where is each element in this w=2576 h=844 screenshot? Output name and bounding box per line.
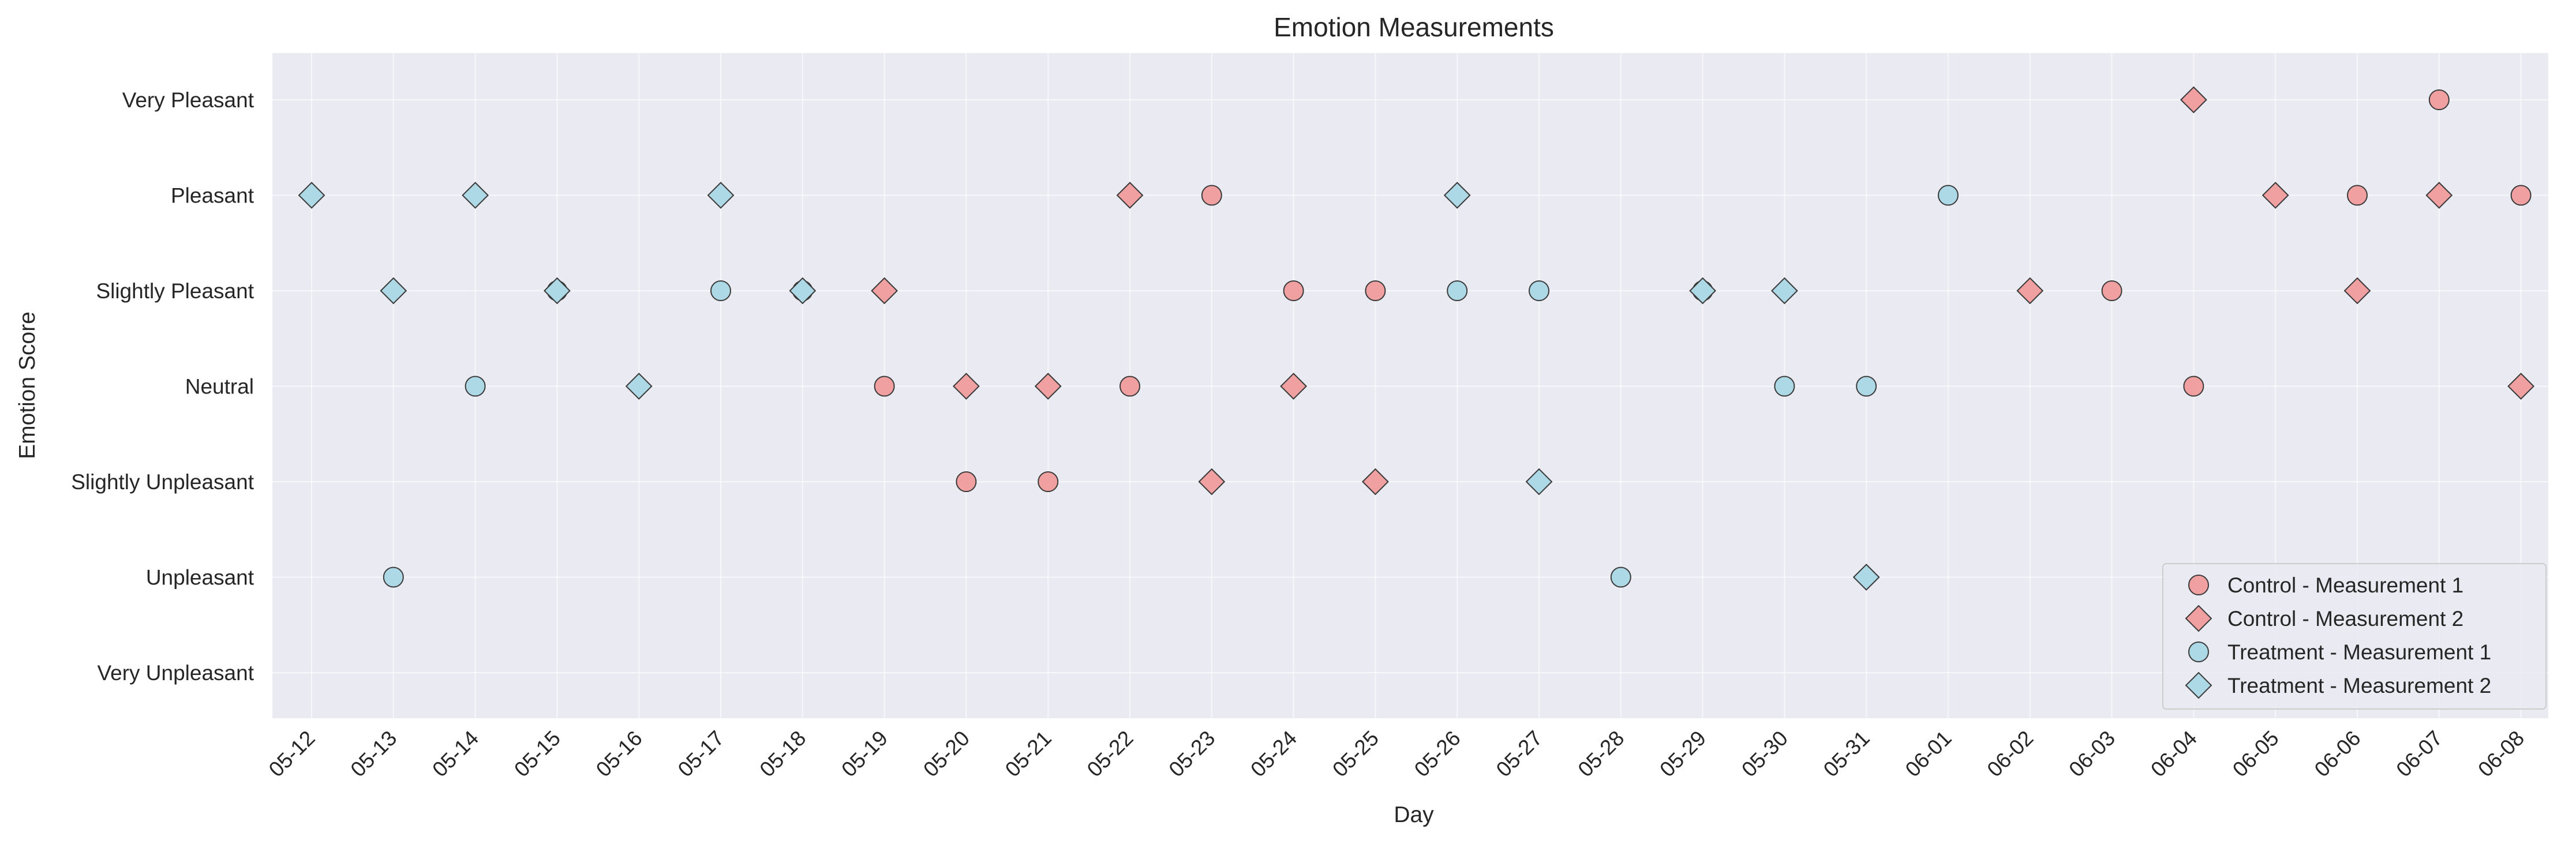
data-point	[1034, 373, 1062, 400]
x-tick-label: 05-18	[755, 726, 811, 782]
y-tick-labels: Very Unpleasant Unpleasant Slightly Unplea…	[71, 88, 254, 685]
data-point	[1116, 182, 1144, 209]
x-tick-label: 06-07	[2392, 726, 2447, 782]
y-tick-label: Slightly Pleasant	[96, 279, 254, 303]
data-point	[1201, 185, 1222, 206]
data-point	[1038, 471, 1059, 492]
x-tick-label: 05-20	[919, 726, 974, 782]
data-points	[298, 86, 2535, 591]
x-tick-label: 05-27	[1492, 726, 1547, 782]
x-tick-label: 05-22	[1083, 726, 1138, 782]
data-point	[1852, 564, 1880, 591]
x-tick-label: 05-15	[510, 726, 565, 782]
data-point	[710, 280, 731, 301]
legend-label: Treatment - Measurement 2	[2227, 674, 2491, 697]
data-point	[1774, 376, 1795, 397]
data-point	[1361, 468, 1389, 496]
data-point	[789, 277, 817, 305]
data-point	[625, 373, 653, 400]
data-point	[2510, 185, 2532, 206]
y-tick-label: Slightly Unpleasant	[71, 470, 254, 494]
legend-label: Control - Measurement 2	[2227, 607, 2463, 631]
data-point	[2343, 277, 2371, 305]
data-point	[462, 182, 489, 209]
y-tick-label: Pleasant	[171, 184, 254, 208]
x-tick-label: 05-19	[837, 726, 892, 782]
data-point	[1529, 280, 1549, 301]
data-point	[952, 373, 980, 400]
chart-title: Emotion Measurements	[1274, 12, 1554, 42]
legend-marker	[2188, 575, 2209, 595]
x-axis-label: Day	[1394, 802, 1434, 827]
data-point	[2016, 277, 2044, 305]
x-tick-label: 05-30	[1737, 726, 1792, 782]
data-point	[543, 277, 571, 305]
x-tick-label: 05-13	[346, 726, 402, 782]
x-tick-label: 06-05	[2228, 726, 2283, 782]
x-tick-label: 06-01	[1901, 726, 1956, 782]
x-tick-label: 05-23	[1165, 726, 1220, 782]
x-tick-label: 05-14	[428, 726, 483, 782]
data-point	[1283, 280, 1304, 301]
legend-label: Treatment - Measurement 1	[2227, 640, 2491, 664]
y-tick-label: Unpleasant	[146, 566, 254, 590]
data-point	[383, 567, 404, 588]
data-point	[2425, 182, 2453, 209]
data-point	[1365, 280, 1386, 301]
x-tick-label: 06-06	[2310, 726, 2365, 782]
legend-marker	[2185, 605, 2212, 632]
data-point	[2101, 280, 2122, 301]
data-point	[1610, 567, 1631, 588]
x-tick-label: 06-04	[2146, 726, 2201, 782]
y-tick-label: Very Unpleasant	[97, 661, 254, 685]
data-point	[956, 471, 977, 492]
data-point	[2183, 376, 2204, 397]
x-tick-labels: 05-12 05-13 05-14 05-15 05-16 05-17 05-18 05-19…	[264, 726, 2529, 782]
data-point	[380, 277, 407, 305]
y-tick-label: Neutral	[185, 375, 254, 399]
data-point	[2507, 373, 2535, 400]
legend-marker	[2185, 672, 2212, 699]
x-tick-label: 06-02	[1983, 726, 2038, 782]
data-point	[465, 376, 486, 397]
data-point	[2262, 182, 2289, 209]
data-point	[2180, 86, 2207, 114]
x-tick-label: 05-12	[264, 726, 320, 782]
legend-marker	[2188, 642, 2209, 662]
legend: Control - Measurement 1 Control - Measure…	[2162, 563, 2547, 710]
data-point	[1938, 185, 1959, 206]
x-tick-label: 05-31	[1819, 726, 1874, 782]
data-point	[1770, 277, 1798, 305]
data-point	[874, 376, 895, 397]
data-point	[2347, 185, 2368, 206]
y-tick-label: Very Pleasant	[122, 88, 254, 112]
data-point	[2428, 89, 2450, 110]
data-point	[1198, 468, 1226, 496]
x-tick-label: 05-24	[1246, 726, 1301, 782]
x-tick-label: 05-21	[1001, 726, 1056, 782]
data-point	[1119, 376, 1140, 397]
data-point	[298, 182, 325, 209]
x-tick-label: 05-25	[1328, 726, 1383, 782]
x-tick-label: 05-28	[1574, 726, 1629, 782]
data-point	[1689, 277, 1717, 305]
data-point	[1280, 373, 1308, 400]
data-point	[1525, 468, 1553, 496]
x-tick-label: 05-16	[591, 726, 647, 782]
data-point	[1856, 376, 1877, 397]
x-tick-label: 06-08	[2473, 726, 2529, 782]
data-point	[871, 277, 898, 305]
data-point	[1443, 182, 1471, 209]
x-tick-label: 06-03	[2064, 726, 2120, 782]
y-axis-label: Emotion Score	[15, 312, 40, 459]
legend-label: Control - Measurement 1	[2227, 573, 2463, 597]
data-point	[1447, 280, 1468, 301]
x-tick-label: 05-17	[673, 726, 729, 782]
legend-box	[2162, 563, 2547, 710]
x-tick-label: 05-29	[1655, 726, 1710, 782]
data-point	[707, 182, 735, 209]
x-tick-label: 05-26	[1410, 726, 1465, 782]
